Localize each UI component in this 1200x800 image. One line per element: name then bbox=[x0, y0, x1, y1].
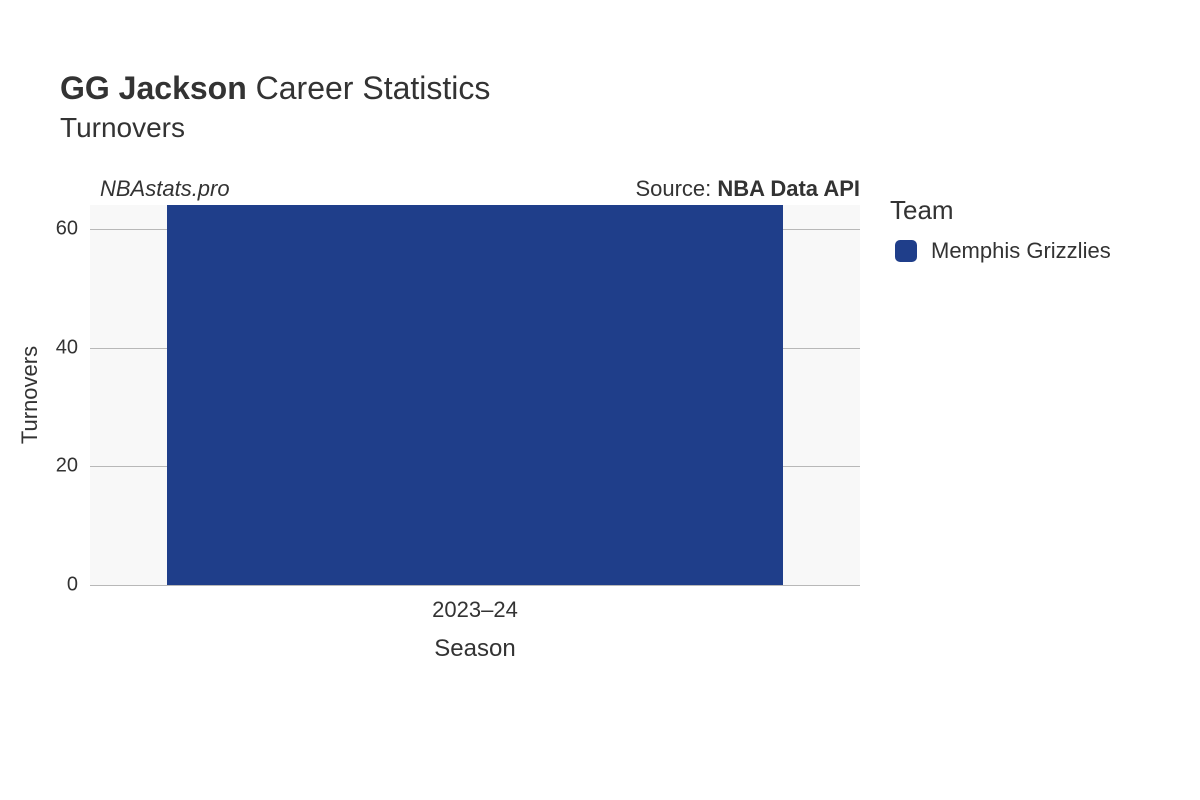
legend-item: Memphis Grizzlies bbox=[895, 238, 1111, 264]
x-axis-label: Season bbox=[434, 635, 515, 663]
bar bbox=[167, 205, 783, 585]
source-label: Source: bbox=[635, 176, 717, 201]
chart-subtitle: Turnovers bbox=[60, 112, 185, 144]
y-axis-label: Turnovers bbox=[17, 346, 43, 444]
y-tick-label: 60 bbox=[56, 217, 78, 240]
x-tick-label: 2023–24 bbox=[432, 597, 518, 623]
legend-label: Memphis Grizzlies bbox=[931, 238, 1111, 264]
source-attribution: Source: NBA Data API bbox=[635, 176, 860, 202]
gridline bbox=[90, 585, 860, 586]
legend-title: Team bbox=[890, 195, 954, 226]
plot-area: Turnovers Season 02040602023–24 bbox=[90, 205, 860, 585]
y-tick-label: 40 bbox=[56, 336, 78, 359]
chart-title: GG Jackson Career Statistics bbox=[60, 70, 490, 107]
y-tick-label: 0 bbox=[67, 574, 78, 597]
title-suffix: Career Statistics bbox=[256, 70, 491, 106]
player-name: GG Jackson bbox=[60, 70, 247, 106]
y-tick-label: 20 bbox=[56, 455, 78, 478]
source-value: NBA Data API bbox=[717, 176, 860, 201]
watermark: NBAstats.pro bbox=[100, 176, 230, 202]
legend-swatch bbox=[895, 240, 917, 262]
